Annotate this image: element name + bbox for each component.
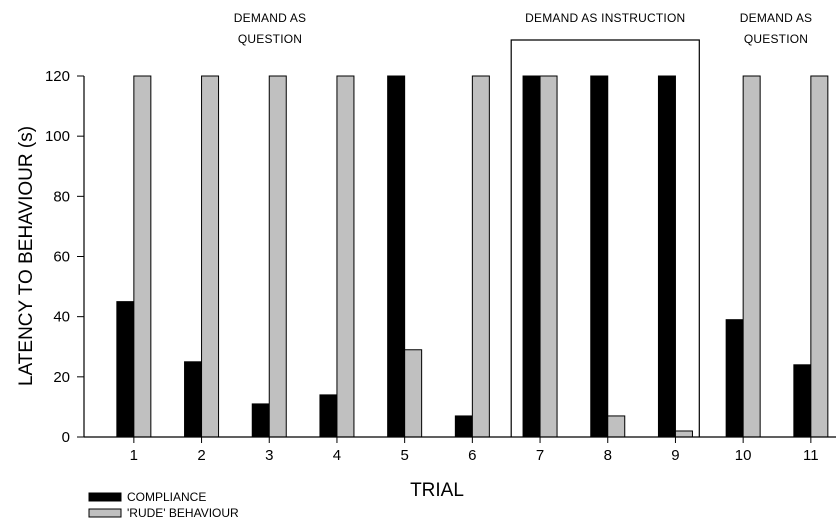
x-tick-label-2: 2 bbox=[197, 447, 205, 464]
bar-rude-behaviour-trial-1 bbox=[133, 75, 152, 438]
legend-label-compliance: COMPLIANCE bbox=[127, 490, 206, 504]
x-tick-label-7: 7 bbox=[536, 447, 544, 464]
bar-rude-behaviour-trial-6 bbox=[471, 75, 490, 438]
x-tick-label-3: 3 bbox=[265, 447, 273, 464]
y-tick-label-60: 60 bbox=[53, 249, 70, 266]
bar-rude-behaviour-trial-10 bbox=[742, 75, 761, 438]
phase-3-label-line-2: QUESTION bbox=[744, 32, 808, 46]
x-tick-label-5: 5 bbox=[400, 447, 408, 464]
bar-compliance-trial-10 bbox=[725, 319, 744, 438]
legend-swatch-rude-behaviour bbox=[88, 508, 122, 518]
y-tick-label-100: 100 bbox=[45, 128, 70, 145]
x-tick-label-8: 8 bbox=[604, 447, 612, 464]
x-tick-label-11: 11 bbox=[803, 447, 819, 464]
legend: COMPLIANCE 'RUDE' BEHAVIOUR bbox=[88, 490, 239, 520]
bar-compliance-trial-6 bbox=[454, 415, 473, 438]
bar-compliance-trial-2 bbox=[184, 361, 203, 438]
phase-1-label-line-1: DEMAND AS bbox=[234, 11, 306, 25]
bars-group bbox=[116, 75, 829, 438]
bar-compliance-trial-9 bbox=[657, 75, 676, 438]
bar-compliance-trial-1 bbox=[116, 301, 135, 438]
y-tick-label-0: 0 bbox=[62, 429, 70, 446]
bar-rude-behaviour-trial-4 bbox=[336, 75, 355, 438]
y-axis-title: LATENCY TO BEHAVIOUR (s) bbox=[16, 126, 37, 386]
bar-rude-behaviour-trial-2 bbox=[201, 75, 220, 438]
phase-2-label-line-1: DEMAND AS INSTRUCTION bbox=[525, 11, 685, 25]
x-tick-label-6: 6 bbox=[468, 447, 476, 464]
bar-rude-behaviour-trial-3 bbox=[268, 75, 287, 438]
phases-group: DEMAND AS QUESTION DEMAND AS INSTRUCTION DE… bbox=[234, 11, 812, 437]
phase-3-label-line-1: DEMAND AS bbox=[740, 11, 812, 25]
bar-compliance-trial-4 bbox=[319, 394, 338, 438]
bar-rude-behaviour-trial-8 bbox=[607, 415, 626, 438]
y-tick-label-40: 40 bbox=[53, 309, 70, 326]
bar-compliance-trial-3 bbox=[251, 403, 270, 438]
axes-group: 0 20 40 60 80 100 120 1 2 3 4 5 6 7 8 9 10 11 bbox=[45, 68, 836, 464]
y-tick-label-120: 120 bbox=[45, 68, 70, 85]
phase-2-box bbox=[510, 39, 700, 437]
bar-compliance-trial-11 bbox=[793, 364, 812, 438]
bar-compliance-trial-8 bbox=[590, 75, 609, 438]
x-axis-title: TRIAL bbox=[410, 480, 464, 501]
x-tick-label-4: 4 bbox=[333, 447, 341, 464]
y-tick-label-80: 80 bbox=[53, 188, 70, 205]
bar-rude-behaviour-trial-9 bbox=[674, 430, 693, 438]
x-tick-label-1: 1 bbox=[130, 447, 138, 464]
y-tick-label-20: 20 bbox=[53, 369, 70, 386]
legend-swatch-compliance bbox=[88, 492, 122, 502]
legend-label-rude-behaviour: 'RUDE' BEHAVIOUR bbox=[127, 506, 239, 520]
bar-rude-behaviour-trial-5 bbox=[404, 349, 423, 438]
bar-compliance-trial-7 bbox=[522, 75, 541, 438]
bar-rude-behaviour-trial-7 bbox=[539, 75, 558, 438]
phase-1-label-line-2: QUESTION bbox=[238, 32, 302, 46]
x-tick-label-9: 9 bbox=[671, 447, 679, 464]
bar-rude-behaviour-trial-11 bbox=[810, 75, 829, 438]
bar-compliance-trial-5 bbox=[387, 75, 406, 438]
x-tick-label-10: 10 bbox=[735, 447, 752, 464]
